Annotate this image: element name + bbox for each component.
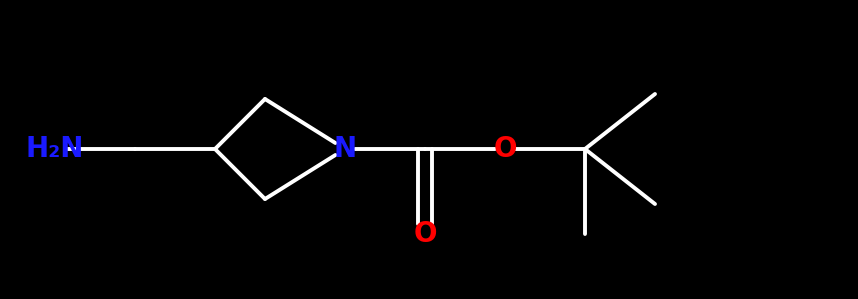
Text: O: O xyxy=(414,220,437,248)
Text: N: N xyxy=(334,135,357,163)
Text: O: O xyxy=(493,135,517,163)
Text: H₂N: H₂N xyxy=(26,135,84,163)
